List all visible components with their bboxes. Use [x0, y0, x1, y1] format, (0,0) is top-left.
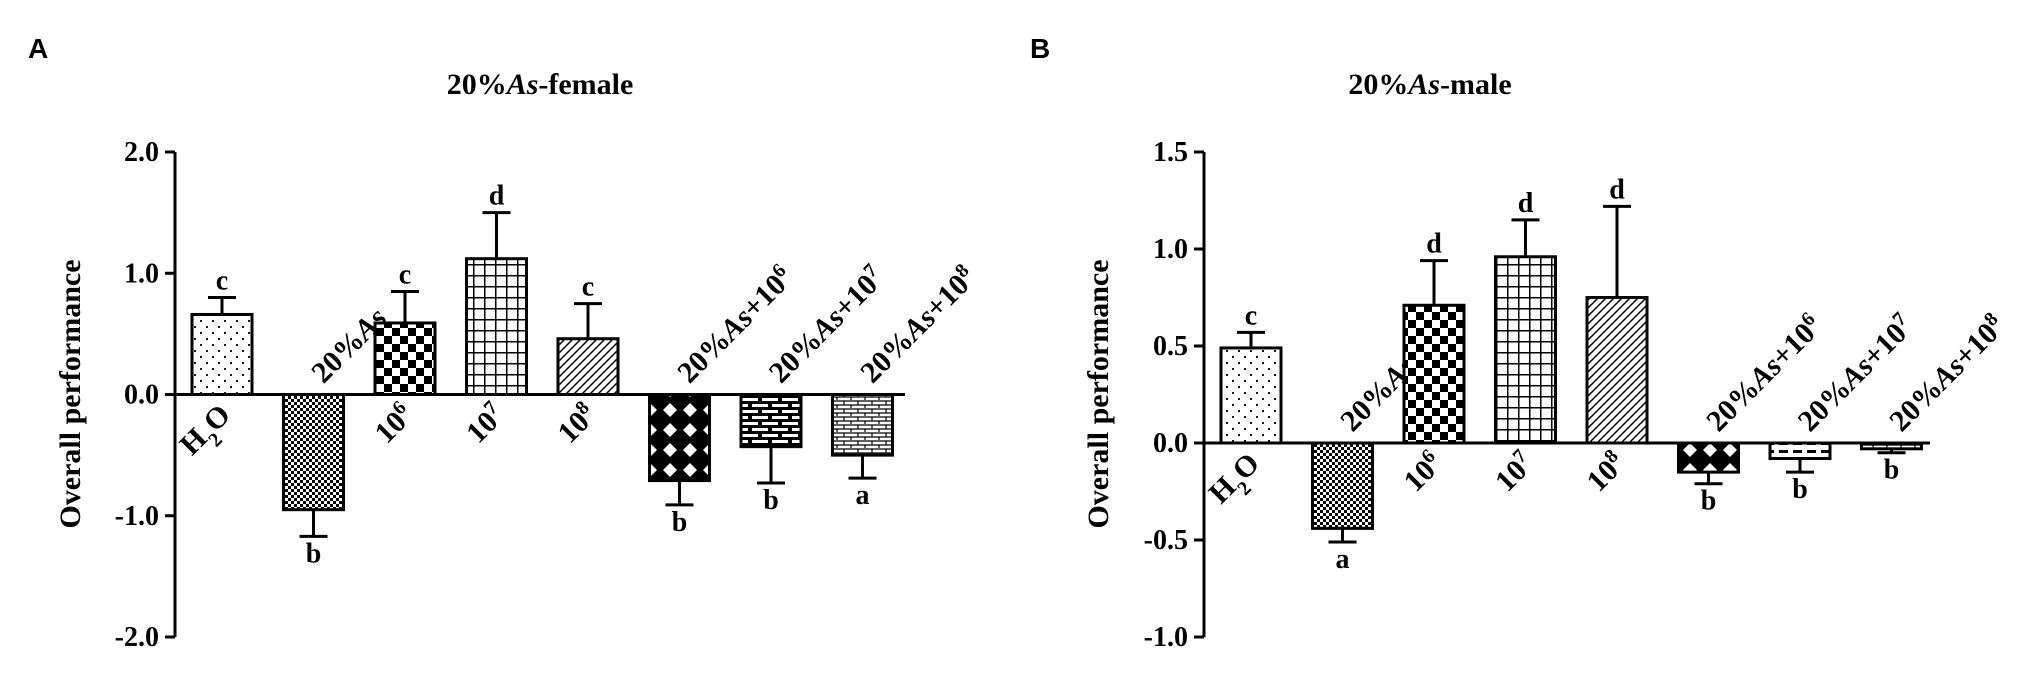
- y-tick-label: -0.5: [1144, 525, 1188, 556]
- bar: [1219, 346, 1283, 445]
- y-tick-label: 0.0: [1153, 428, 1188, 459]
- bar: [1585, 296, 1649, 445]
- y-axis-label: Overall performance: [54, 259, 87, 528]
- significance-letter: a: [856, 480, 870, 511]
- panel-letter: A: [28, 33, 48, 64]
- significance-letter: b: [1884, 455, 1900, 486]
- x-category-label: 108: [550, 397, 603, 450]
- significance-letter: d: [1609, 174, 1625, 205]
- y-tick-label: 2.0: [124, 137, 159, 168]
- x-category-label: 107: [1487, 445, 1540, 498]
- significance-letter: d: [1426, 229, 1442, 260]
- panel-A: A 20%As-female 2.0 1.0 0.0 -1.0 -2.0 Overall pe…: [28, 33, 976, 653]
- x-category-label: 108: [1579, 445, 1632, 498]
- significance-letter: d: [1518, 188, 1534, 219]
- y-tick-label: 1.0: [1153, 234, 1188, 265]
- bar: [465, 257, 528, 397]
- y-tick-label: -2.0: [115, 622, 159, 653]
- x-category-label: 107: [458, 397, 511, 450]
- significance-letter: a: [1336, 544, 1350, 575]
- x-category-label: H2O: [174, 398, 244, 468]
- significance-letter: c: [582, 272, 594, 303]
- bar: [1677, 441, 1740, 474]
- y-tick-label: 0.0: [124, 380, 159, 411]
- bar: [648, 393, 711, 483]
- y-tick-label: 0.5: [1153, 331, 1188, 362]
- panel-B: B 20%As-male 1.5 1.0 0.5 0.0 -0.5 -1.0 Overall p…: [1030, 33, 2005, 653]
- panel-letter: B: [1030, 33, 1050, 64]
- x-category-label: 106: [367, 397, 420, 450]
- significance-letter: c: [1245, 300, 1257, 331]
- x-category-label: 106: [1396, 445, 1449, 498]
- y-tick-label: -1.0: [115, 501, 159, 532]
- bar: [556, 337, 620, 397]
- bar: [739, 393, 803, 449]
- y-tick-label: 1.5: [1153, 137, 1188, 168]
- significance-letter: b: [1701, 486, 1717, 517]
- bar: [831, 393, 894, 457]
- bar: [1402, 303, 1466, 445]
- significance-letter: d: [489, 181, 505, 212]
- chart-title: 20%As-male: [1348, 68, 1511, 101]
- significance-letter: b: [306, 538, 322, 569]
- y-tick-label: 1.0: [124, 258, 159, 289]
- bar: [373, 321, 437, 396]
- bar: [282, 393, 345, 512]
- chart-title: 20%As-female: [447, 68, 634, 101]
- bar: [1311, 441, 1374, 530]
- significance-letter: b: [1792, 474, 1808, 505]
- significance-letter: c: [399, 259, 411, 290]
- bar: [1768, 441, 1832, 461]
- bar: [1494, 255, 1557, 445]
- significance-letter: b: [763, 485, 779, 516]
- significance-letter: c: [216, 266, 228, 297]
- y-tick-label: -1.0: [1144, 622, 1188, 653]
- bar: [190, 312, 254, 397]
- significance-letter: b: [672, 507, 688, 538]
- y-axis-label: Overall performance: [1082, 259, 1115, 528]
- x-category-label: H2O: [1203, 447, 1273, 517]
